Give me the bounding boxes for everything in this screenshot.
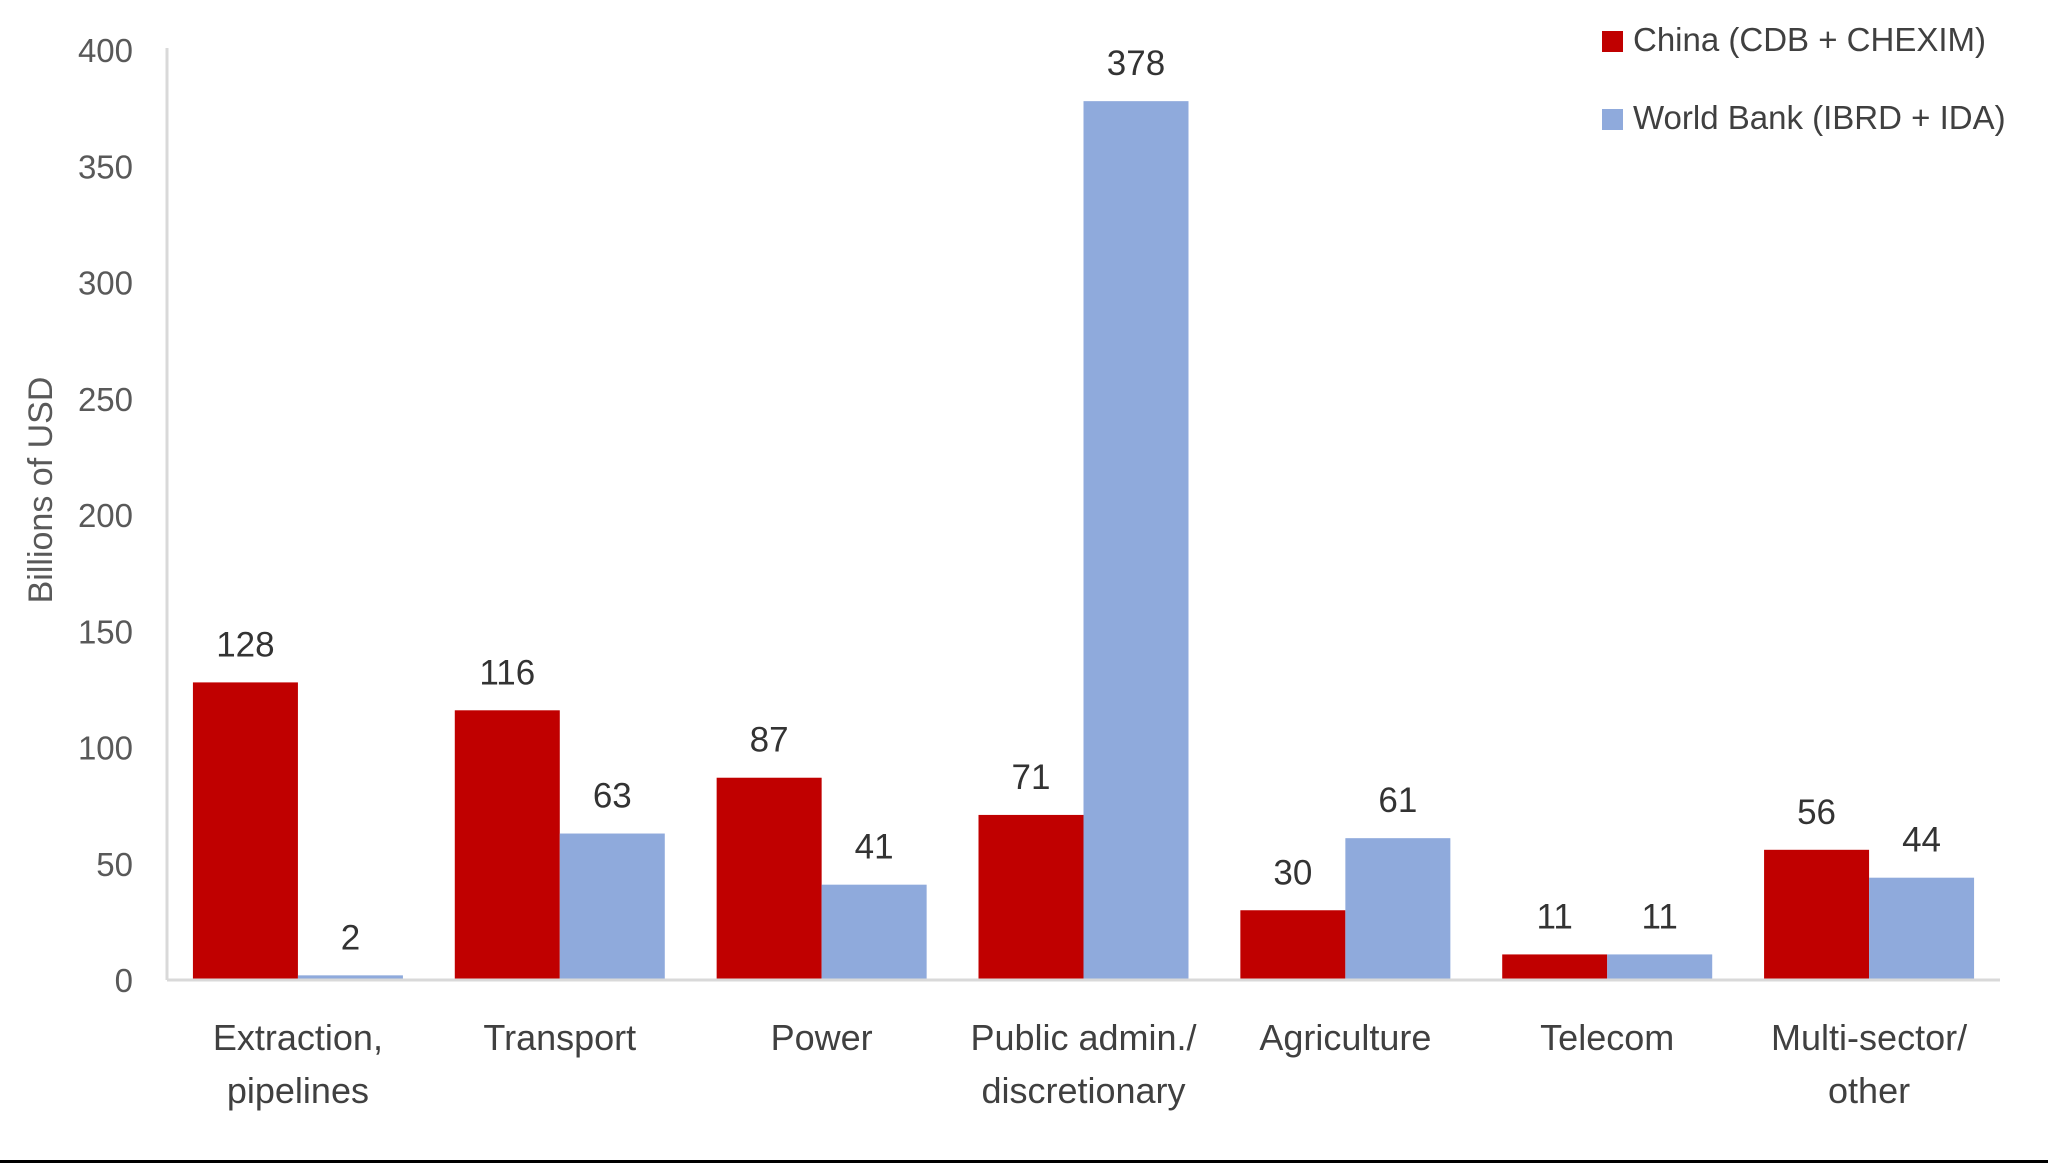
bar-china (454, 710, 560, 980)
x-category-label: Multi-sector/ (1771, 1017, 1967, 1058)
legend-swatch (1602, 31, 1623, 52)
y-tick-label: 150 (78, 613, 133, 650)
y-tick-label: 100 (78, 730, 133, 767)
bar-china (192, 682, 298, 980)
x-category-label: Transport (483, 1017, 636, 1058)
data-label: 11 (1642, 897, 1678, 936)
data-label: 11 (1537, 897, 1573, 936)
bar-world-bank (1345, 838, 1451, 980)
data-label: 30 (1273, 853, 1312, 892)
x-category-label: Power (771, 1017, 873, 1058)
data-label: 128 (216, 625, 274, 664)
data-label: 63 (593, 777, 632, 816)
legend-label: World Bank (IBRD + IDA) (1633, 99, 2006, 136)
data-label: 378 (1107, 44, 1165, 83)
data-label: 116 (479, 653, 535, 692)
y-tick-label: 250 (78, 381, 133, 418)
x-category-label: Agriculture (1259, 1017, 1431, 1058)
y-tick-label: 0 (115, 962, 133, 999)
bar-world-bank (297, 975, 403, 980)
bar-world-bank (821, 884, 927, 980)
data-label: 44 (1902, 821, 1941, 860)
y-tick-label: 400 (78, 32, 133, 69)
bar-china (716, 777, 822, 980)
bar-china (1240, 910, 1346, 980)
y-tick-label: 300 (78, 265, 133, 302)
y-tick-label: 200 (78, 497, 133, 534)
bars: 128 2 116 63 87 41 71 378 30 61 11 11 56 44 (192, 44, 1975, 980)
data-label: 41 (855, 828, 894, 867)
bar-china (1764, 849, 1870, 980)
legend: China (CDB + CHEXIM) World Bank (IBRD + I… (1602, 21, 2006, 136)
y-axis: 0 50 100 150 200 250 300 350 400 (78, 32, 169, 999)
y-axis-label: Billions of USD (22, 377, 60, 604)
x-category-label: pipelines (227, 1070, 369, 1111)
legend-swatch (1602, 109, 1623, 130)
x-category-label: Telecom (1540, 1017, 1674, 1058)
legend-label: China (CDB + CHEXIM) (1633, 21, 1986, 58)
bar-china (978, 814, 1084, 980)
bar-world-bank (1869, 877, 1975, 980)
x-category-label: Public admin./ (970, 1017, 1196, 1058)
data-label: 61 (1378, 781, 1417, 820)
y-tick-label: 50 (96, 846, 133, 883)
bottom-divider (0, 1160, 2048, 1163)
x-category-label: other (1828, 1070, 1910, 1111)
y-tick-label: 350 (78, 148, 133, 185)
bar-world-bank (1607, 954, 1713, 980)
data-label: 71 (1012, 758, 1051, 797)
bar-world-bank (1083, 101, 1189, 980)
x-category-label: Extraction, (213, 1017, 383, 1058)
data-label: 87 (750, 721, 789, 760)
x-axis: Extraction, pipelines Transport Power Public… (167, 978, 2000, 1111)
data-label: 56 (1797, 793, 1836, 832)
x-category-label: discretionary (981, 1070, 1185, 1111)
bar-world-bank (559, 833, 665, 980)
bar-china (1502, 954, 1608, 980)
data-label: 2 (341, 918, 360, 957)
